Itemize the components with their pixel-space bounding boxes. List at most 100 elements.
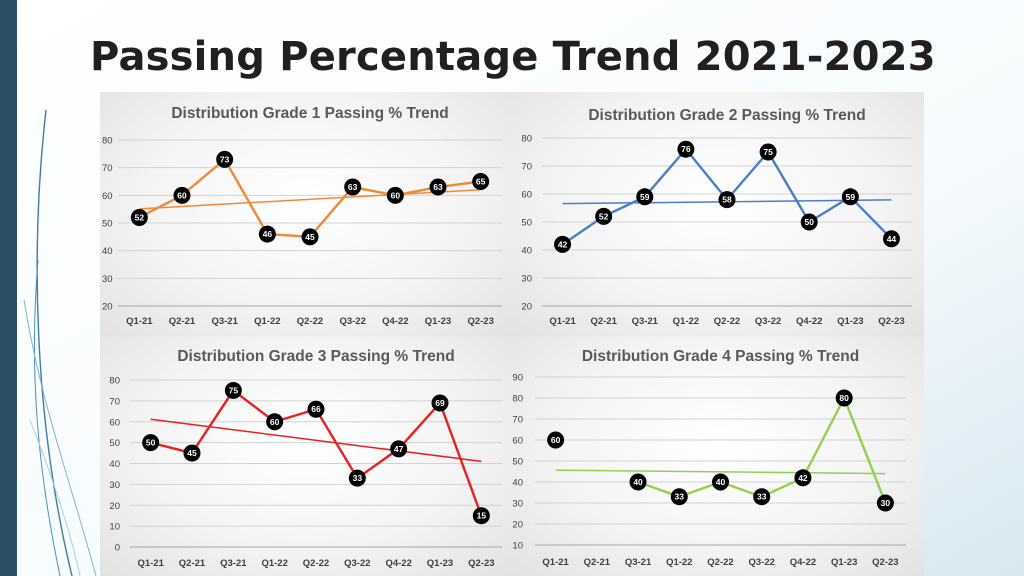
data-marker xyxy=(429,178,447,196)
data-label: 69 xyxy=(435,398,445,408)
y-tick-label: 40 xyxy=(109,459,120,470)
x-tick-label: Q2-22 xyxy=(297,316,323,327)
x-tick-label: Q1-22 xyxy=(673,316,699,327)
data-point: 60 xyxy=(173,186,191,204)
x-tick-label: Q2-23 xyxy=(467,316,493,327)
data-marker xyxy=(595,207,613,225)
x-tick-label: Q3-21 xyxy=(632,316,659,327)
y-tick-label: 30 xyxy=(109,480,120,491)
data-point: 80 xyxy=(835,389,853,407)
chart-grade-4: Distribution Grade 4 Passing % Trend 10 20… xyxy=(512,348,906,568)
y-tick-label: 80 xyxy=(109,376,120,387)
x-tick-label: Q4-22 xyxy=(790,557,816,568)
data-label: 45 xyxy=(305,232,315,242)
left-accent-bar xyxy=(0,0,17,576)
x-tick-label: Q1-23 xyxy=(425,316,451,327)
data-marker xyxy=(718,191,736,209)
y-tick-label: 60 xyxy=(521,190,532,201)
data-marker xyxy=(386,186,404,204)
data-marker xyxy=(800,213,818,231)
x-tick-label: Q3-22 xyxy=(755,316,781,327)
chart-grade-3: Distribution Grade 3 Passing % Trend 0 10 2… xyxy=(109,348,502,569)
y-tick-label: 40 xyxy=(102,246,113,257)
chart-panel-grade-3: Distribution Grade 3 Passing % Trend 0 10 2… xyxy=(100,336,512,576)
y-tick-label: 80 xyxy=(521,134,532,145)
data-label: 66 xyxy=(311,404,321,414)
data-point: 63 xyxy=(429,178,447,196)
data-marker xyxy=(794,469,812,487)
trendline xyxy=(555,469,886,475)
data-marker xyxy=(876,494,894,512)
data-point: 66 xyxy=(307,400,325,418)
data-label: 42 xyxy=(798,473,808,483)
chart-panel-grade-4: Distribution Grade 4 Passing % Trend 10 20… xyxy=(512,336,924,576)
data-point: 30 xyxy=(876,494,894,512)
data-point: 40 xyxy=(712,473,729,491)
data-marker xyxy=(431,394,449,412)
x-tick-label: Q1-21 xyxy=(137,558,164,569)
data-point: 75 xyxy=(759,143,777,161)
x-tick-label: Q1-21 xyxy=(549,316,576,327)
data-point: 60 xyxy=(547,431,565,449)
data-point: 42 xyxy=(794,469,812,487)
x-tick-label: Q2-22 xyxy=(303,558,329,569)
data-point: 52 xyxy=(130,208,148,226)
data-label: 65 xyxy=(476,177,486,187)
data-point: 33 xyxy=(348,469,366,487)
x-tick-label: Q3-21 xyxy=(625,557,652,568)
data-point: 76 xyxy=(677,140,695,158)
data-marker xyxy=(390,440,408,458)
data-label: 33 xyxy=(353,473,363,483)
data-marker xyxy=(835,389,853,407)
y-tick-label: 90 xyxy=(512,373,523,384)
data-label: 30 xyxy=(881,498,891,508)
chart-title: Distribution Grade 3 Passing % Trend xyxy=(177,348,454,365)
y-tick-label: 40 xyxy=(512,478,523,489)
data-label: 46 xyxy=(263,229,273,239)
data-point: 33 xyxy=(753,488,771,506)
data-point: 65 xyxy=(472,173,490,190)
chart-grade-1: Distribution Grade 1 Passing % Trend 20 30… xyxy=(102,105,502,327)
data-point: 15 xyxy=(472,507,490,525)
y-tick-label: 10 xyxy=(512,541,523,552)
data-marker xyxy=(547,431,565,449)
data-point: 60 xyxy=(386,186,404,204)
data-marker xyxy=(258,225,276,243)
y-tick-label: 50 xyxy=(512,457,523,468)
data-point: 40 xyxy=(629,473,647,491)
chart-grade-2: Distribution Grade 2 Passing % Trend 20 30… xyxy=(521,107,912,327)
data-marker xyxy=(266,413,284,431)
data-point: 58 xyxy=(718,191,736,209)
x-tick-label: Q2-22 xyxy=(707,557,733,568)
data-point: 59 xyxy=(636,188,654,206)
chart-title: Distribution Grade 2 Passing % Trend xyxy=(588,107,865,124)
data-label: 52 xyxy=(599,211,609,221)
gridlines: 10 20 30 40 50 60 70 80 90 xyxy=(512,373,906,552)
x-tick-label: Q2-21 xyxy=(179,558,206,569)
y-tick-label: 60 xyxy=(102,191,113,202)
y-tick-label: 10 xyxy=(109,522,120,533)
data-marker xyxy=(216,150,234,168)
slide-title: Passing Percentage Trend 2021-2023 xyxy=(90,34,936,80)
data-marker xyxy=(882,230,900,248)
data-label: 50 xyxy=(804,217,814,227)
data-marker xyxy=(712,473,729,491)
data-label: 63 xyxy=(433,182,443,192)
data-marker xyxy=(472,173,490,190)
y-tick-label: 50 xyxy=(521,218,532,229)
x-tick-label: Q1-23 xyxy=(837,316,863,327)
data-point: 45 xyxy=(183,444,201,462)
data-label: 33 xyxy=(675,492,685,502)
x-tick-label: Q2-23 xyxy=(872,557,898,568)
y-tick-label: 50 xyxy=(102,219,113,230)
y-tick-label: 50 xyxy=(109,438,120,449)
data-marker xyxy=(677,140,695,158)
data-label: 33 xyxy=(757,492,767,502)
y-tick-label: 70 xyxy=(109,396,120,407)
y-tick-label: 20 xyxy=(512,520,523,531)
data-point: 45 xyxy=(301,228,319,246)
x-tick-label: Q4-22 xyxy=(382,316,408,327)
x-tick-label: Q1-21 xyxy=(126,316,153,327)
data-label: 60 xyxy=(391,190,401,200)
data-label: 75 xyxy=(763,147,773,157)
